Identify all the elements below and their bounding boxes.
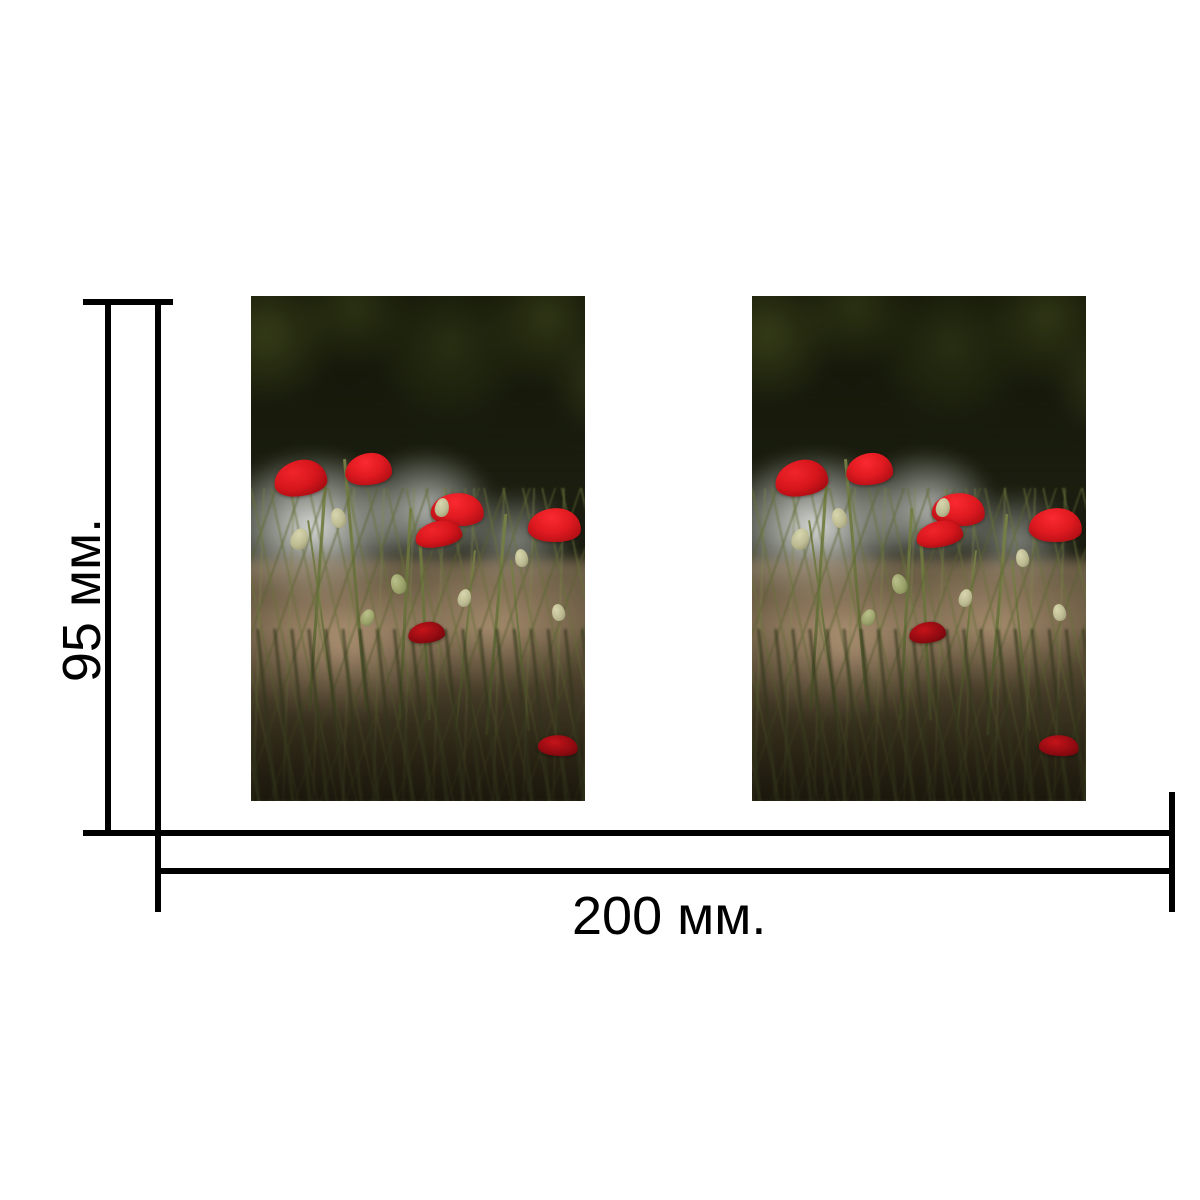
photo-left-content [251, 296, 585, 801]
photo-right-content [752, 296, 1086, 801]
height-extension-line-bottom [83, 830, 173, 836]
photo-right[interactable] [752, 296, 1086, 801]
height-dimension-label: 95 мм. [52, 517, 112, 683]
height-extension-line-vertical [155, 299, 161, 836]
width-dimension-shaft [155, 868, 1175, 874]
width-dimension-right-cap [1169, 792, 1175, 912]
height-extension-line-top [83, 299, 173, 305]
photo-grass-shadow-layer [251, 629, 585, 801]
height-dimension-shaft [105, 299, 111, 836]
width-dimension-left-cap [155, 830, 161, 912]
photo-left[interactable] [251, 296, 585, 801]
width-guide-line-upper [155, 830, 1175, 836]
width-dimension-label: 200 мм. [572, 886, 767, 946]
photo-grass-shadow-layer [752, 629, 1086, 801]
